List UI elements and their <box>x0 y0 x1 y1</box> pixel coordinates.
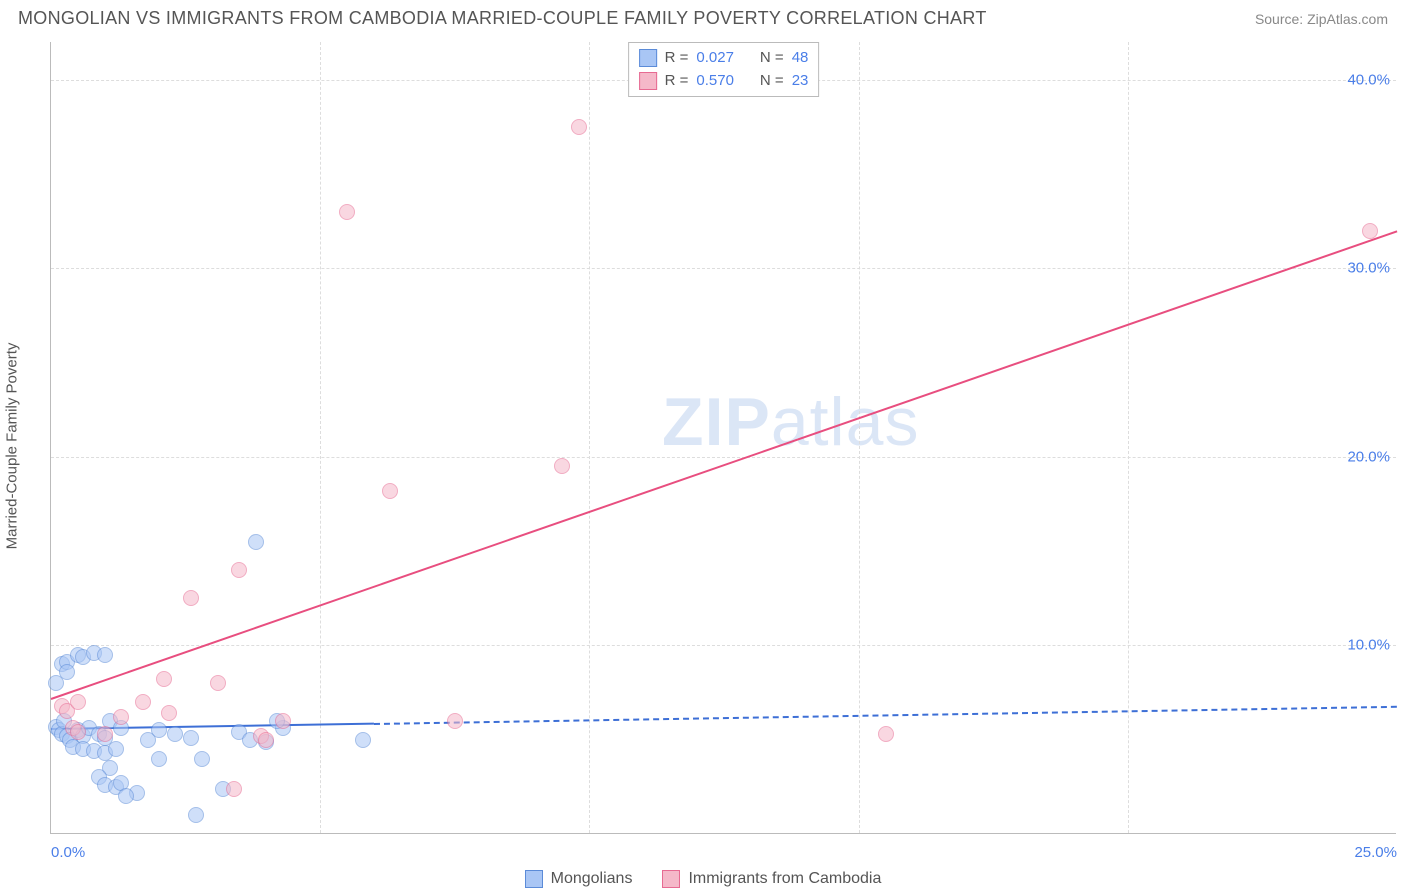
x-tick-label: 0.0% <box>51 844 85 861</box>
data-point <box>183 590 199 606</box>
data-point <box>70 724 86 740</box>
data-point <box>151 722 167 738</box>
data-point <box>113 709 129 725</box>
data-point <box>161 705 177 721</box>
legend-swatch <box>639 49 657 67</box>
data-point <box>355 732 371 748</box>
stat-r-value: 0.027 <box>696 47 734 70</box>
gridline-h <box>51 645 1396 646</box>
source-label: Source: ZipAtlas.com <box>1255 11 1388 27</box>
chart-header: MONGOLIAN VS IMMIGRANTS FROM CAMBODIA MA… <box>0 0 1406 35</box>
x-tick-label: 25.0% <box>1354 844 1397 861</box>
data-point <box>447 713 463 729</box>
data-point <box>135 694 151 710</box>
data-point <box>878 726 894 742</box>
data-point <box>258 732 274 748</box>
data-point <box>248 534 264 550</box>
legend-item: Immigrants from Cambodia <box>662 870 881 888</box>
data-point <box>231 562 247 578</box>
data-point <box>48 675 64 691</box>
data-point <box>554 458 570 474</box>
bottom-legend: Mongolians Immigrants from Cambodia <box>0 870 1406 888</box>
gridline-h <box>51 268 1396 269</box>
stat-n-label: N = <box>760 47 784 70</box>
stat-n-value: 23 <box>792 70 809 93</box>
y-tick-label: 20.0% <box>1347 448 1390 465</box>
stats-legend: R = 0.027 N = 48 R = 0.570 N = 23 <box>628 42 820 97</box>
stat-n-value: 48 <box>792 47 809 70</box>
data-point <box>151 751 167 767</box>
stat-r-value: 0.570 <box>696 70 734 93</box>
data-point <box>339 204 355 220</box>
data-point <box>156 671 172 687</box>
y-tick-label: 30.0% <box>1347 260 1390 277</box>
data-point <box>118 788 134 804</box>
data-point <box>97 647 113 663</box>
gridline-h <box>51 457 1396 458</box>
data-point <box>188 807 204 823</box>
gridline-v <box>589 42 590 833</box>
data-point <box>108 741 124 757</box>
stat-n-label: N = <box>760 70 784 93</box>
data-point <box>382 483 398 499</box>
y-axis-label: Married-Couple Family Poverty <box>4 343 21 550</box>
data-point <box>210 675 226 691</box>
y-tick-label: 40.0% <box>1347 71 1390 88</box>
legend-swatch <box>525 870 543 888</box>
stats-row: R = 0.570 N = 23 <box>639 70 809 93</box>
trend-line <box>51 231 1398 701</box>
chart-title: MONGOLIAN VS IMMIGRANTS FROM CAMBODIA MA… <box>18 8 987 29</box>
data-point <box>97 726 113 742</box>
data-point <box>194 751 210 767</box>
data-point <box>183 730 199 746</box>
data-point <box>571 119 587 135</box>
data-point <box>167 726 183 742</box>
data-point <box>70 694 86 710</box>
gridline-v <box>1128 42 1129 833</box>
stat-r-label: R = <box>665 70 689 93</box>
stats-row: R = 0.027 N = 48 <box>639 47 809 70</box>
y-tick-label: 10.0% <box>1347 637 1390 654</box>
gridline-v <box>320 42 321 833</box>
stat-r-label: R = <box>665 47 689 70</box>
legend-label: Mongolians <box>551 870 633 888</box>
data-point <box>275 713 291 729</box>
data-point <box>226 781 242 797</box>
legend-label: Immigrants from Cambodia <box>688 870 881 888</box>
watermark: ZIPatlas <box>662 383 919 461</box>
legend-swatch <box>639 72 657 90</box>
legend-item: Mongolians <box>525 870 633 888</box>
trend-line <box>374 706 1397 725</box>
data-point <box>1362 223 1378 239</box>
legend-swatch <box>662 870 680 888</box>
scatter-chart: ZIPatlas 10.0%20.0%30.0%40.0%0.0%25.0%R … <box>50 42 1396 834</box>
